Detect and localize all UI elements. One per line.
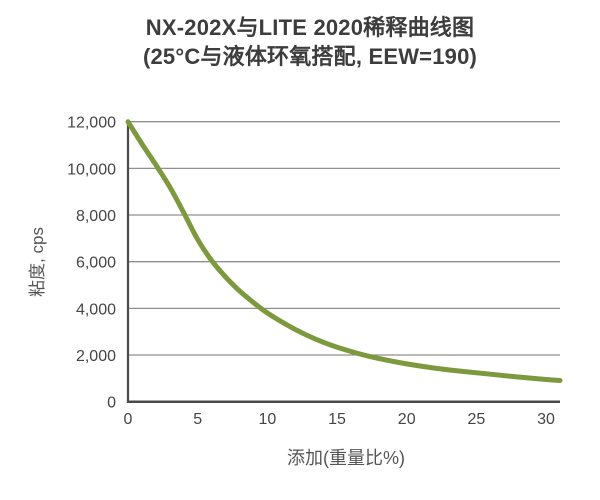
x-tick-label-15: 15: [328, 411, 346, 428]
x-tick-label-20: 20: [398, 411, 416, 428]
y-tick-label-8,000: 8,000: [76, 208, 116, 225]
y-tick-label-10,000: 10,000: [67, 161, 116, 178]
x-tick-label-0: 0: [124, 411, 133, 428]
y-axis-title: 粘度, cps: [28, 227, 47, 297]
x-tick-labels: 0 5 10 15 20 25 30: [124, 411, 556, 428]
axes: [126, 121, 560, 403]
x-tick-label-10: 10: [258, 411, 276, 428]
y-tick-labels: 0 2,000 4,000 6,000 8,000 10,000 12,000: [67, 115, 116, 412]
chart-header: NX-202X与LITE 2020稀释曲线图 (25°C与液体环氧搭配, EEW…: [10, 13, 600, 71]
y-tick-label-6,000: 6,000: [76, 255, 116, 272]
chart-title: NX-202X与LITE 2020稀释曲线图: [145, 15, 475, 40]
y-tick-label-0: 0: [107, 395, 116, 412]
y-tick-label-2,000: 2,000: [76, 348, 116, 365]
x-tick-label-30: 30: [537, 411, 555, 428]
chart-subtitle: (25°C与液体环氧搭配, EEW=190): [142, 44, 478, 69]
x-tick-label-5: 5: [193, 411, 202, 428]
x-tick-label-25: 25: [467, 411, 485, 428]
y-tick-label-12,000: 12,000: [67, 115, 116, 132]
y-tick-label-4,000: 4,000: [76, 301, 116, 318]
x-axis-title: 添加(重量比%): [287, 448, 405, 468]
gridlines: [128, 121, 560, 356]
curve-series-0: [125, 119, 563, 383]
dilution-curve-line: [125, 119, 563, 383]
